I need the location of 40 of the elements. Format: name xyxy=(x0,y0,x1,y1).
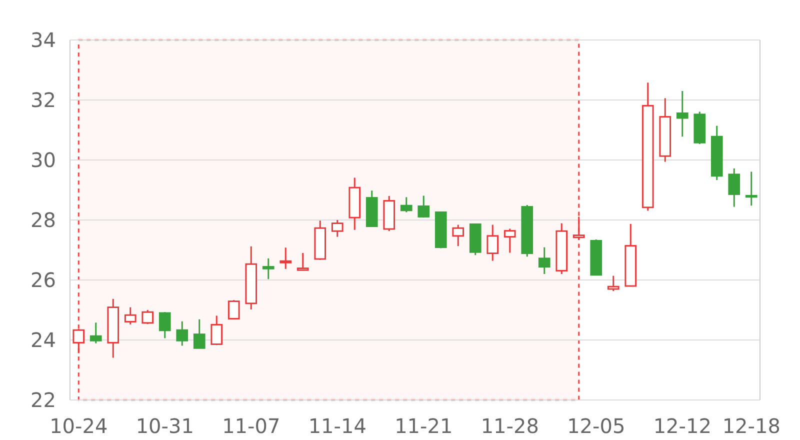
y-tick-label: 28 xyxy=(30,208,56,232)
candlestick xyxy=(504,228,516,254)
candlestick xyxy=(452,224,464,247)
x-tick-label: 12-05 xyxy=(567,414,626,438)
candlestick xyxy=(210,314,223,346)
y-tick-label: 22 xyxy=(30,388,56,412)
x-tick-label: 10-24 xyxy=(50,414,108,438)
x-tick-label: 11-21 xyxy=(394,414,453,438)
y-tick-label: 24 xyxy=(30,328,56,352)
candlestick xyxy=(124,306,136,326)
candlestick xyxy=(676,90,688,138)
x-tick-label: 11-07 xyxy=(222,414,280,438)
candlestick xyxy=(538,246,550,275)
y-tick-label: 34 xyxy=(30,28,56,52)
candlestick xyxy=(418,194,430,218)
candlestick xyxy=(745,170,758,206)
candlestick xyxy=(72,328,85,354)
candlestick xyxy=(280,246,292,270)
candlestick xyxy=(400,196,412,213)
candlestick xyxy=(331,219,344,238)
y-tick-label: 32 xyxy=(30,88,56,112)
candlestick xyxy=(193,318,206,350)
candlestick xyxy=(607,275,620,292)
candlestick xyxy=(158,311,171,339)
y-tick-label: 26 xyxy=(30,268,56,292)
x-tick-label: 12-12 xyxy=(653,414,712,438)
candlestick xyxy=(296,252,309,271)
candlestick xyxy=(142,309,154,325)
candlestick xyxy=(572,216,585,241)
y-tick-label: 30 xyxy=(30,148,56,172)
x-tick-label: 11-28 xyxy=(480,414,539,438)
candlestick xyxy=(90,322,102,344)
x-tick-label: 11-14 xyxy=(308,414,366,438)
x-tick-label: 10-31 xyxy=(136,414,194,438)
candlestick xyxy=(228,299,240,320)
candlestick xyxy=(262,258,274,280)
candlestick xyxy=(728,168,740,208)
candlestick xyxy=(486,224,499,262)
candlestick xyxy=(176,320,188,346)
x-tick-label: 12-18 xyxy=(722,414,780,438)
